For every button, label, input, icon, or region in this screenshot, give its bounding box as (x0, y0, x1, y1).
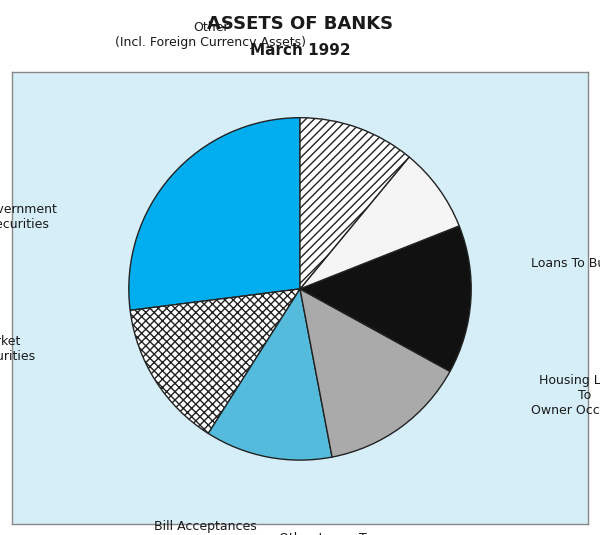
Wedge shape (208, 289, 332, 460)
Wedge shape (129, 118, 300, 310)
Text: Government
Securities: Government Securities (0, 203, 57, 231)
Wedge shape (300, 226, 471, 371)
Text: Housing Loans
To
Owner Occupiers: Housing Loans To Owner Occupiers (531, 373, 600, 417)
Text: Loans To Business: Loans To Business (531, 257, 600, 270)
Text: March 1992: March 1992 (250, 43, 350, 58)
Wedge shape (300, 157, 459, 289)
Wedge shape (300, 289, 450, 457)
Wedge shape (300, 118, 409, 289)
Text: Other Loans To
Persons: Other Loans To Persons (279, 532, 373, 535)
Text: ASSETS OF BANKS: ASSETS OF BANKS (207, 15, 393, 33)
Text: Bill Acceptances: Bill Acceptances (154, 520, 257, 533)
Text: Other
(Incl. Foreign Currency Assets): Other (Incl. Foreign Currency Assets) (115, 21, 307, 49)
Text: Money Market
Loans & Securities: Money Market Loans & Securities (0, 335, 35, 363)
Wedge shape (130, 289, 300, 433)
